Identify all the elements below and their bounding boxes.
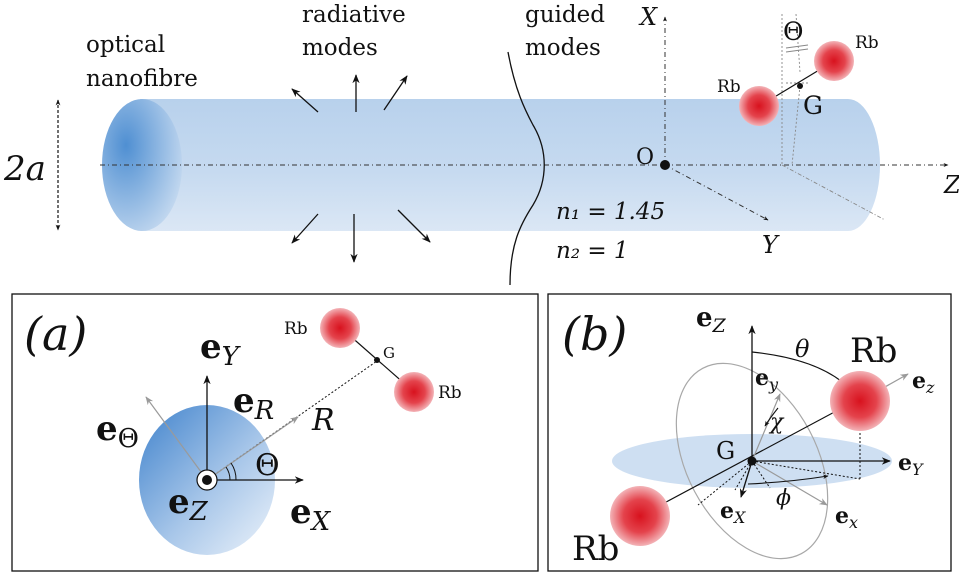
panel-a-eTheta-arrow [145,396,208,481]
label-n1: n₁ = 1.45 [556,199,665,225]
rb-atom-top-right [814,41,854,81]
label-nanofibre-2: nanofibre [86,66,198,92]
panel-a-angle-arc [225,466,231,481]
panel-b-ex: ex [835,503,858,532]
label-axis-z: Z [943,171,959,199]
label-nanofibre-1: optical [86,32,165,58]
rb-atom-b-1 [830,371,890,431]
panel-b-phi-arc [747,474,829,485]
panel-b-chi: χ [768,410,785,435]
label-n2: n₂ = 1 [556,238,629,264]
panel-b-ey: ey [755,365,779,394]
rb-atom-top-left [739,86,779,126]
panel-b-eX: eX [720,498,746,527]
rb-atom-b-2 [610,486,670,546]
panel-a-theta: Θ [255,448,280,483]
panel-a-eTheta: eΘ [96,409,139,454]
panel-a-R: R [311,403,335,438]
panel-b-frame [547,293,952,572]
label-origin: O [636,145,654,170]
label-guided-2: modes [525,35,601,61]
label-rb-top-right: Rb [855,33,879,53]
radiative-mode-arrows [291,74,431,263]
panel-a-eR-arrow [206,416,299,481]
panel-a-center-of-mass [374,357,380,363]
panel-b-eY: eY [898,450,924,479]
panel-a-eZ-dot [202,475,212,485]
panel-a-tag: (a) [24,307,87,361]
panel-a-eY: eY [200,327,242,372]
label-rb-top-left: Rb [717,77,741,97]
panel-b-ez: ez [912,368,935,397]
panel-a-frame [11,293,539,572]
panel-b-theta: θ [795,335,810,363]
origin-point [660,160,670,170]
panel-a: (a) Rb Rb G eY eR eΘ eZ eX R Θ [11,293,539,572]
panel-b-g: G [716,437,735,465]
label-radiative-2: modes [302,35,378,61]
panel-b-chi-arc [764,407,779,427]
label-angle-top: Θ [783,17,804,46]
label-center-top: G [803,91,823,120]
center-of-mass-top [797,83,803,89]
panel-a-angle-arc-2 [230,462,237,481]
fibre-end-face [102,99,182,231]
panel-b-rb-2: Rb [572,529,619,569]
panel-a-eZ: eZ [168,482,209,527]
label-axis-y: Y [762,231,780,259]
panel-b-bond [639,400,856,517]
panel-b-eZ: eZ [696,303,727,337]
panel-b-phi: ϕ [776,486,791,511]
rb-atom-a-2 [394,372,434,412]
panel-b-center-of-mass [747,456,757,466]
panel-b-eX-arrow [739,460,753,498]
panel-b-ex-arrow [751,460,828,506]
panel-b-rb-1: Rb [850,331,897,371]
panel-b-ey-arrow [751,393,781,462]
guided-mode-profile [507,51,545,286]
panel-a-rb-1: Rb [284,319,308,339]
panel-a-rb-2: Rb [438,383,462,403]
panel-a-g: G [383,344,395,362]
panel-a-eR: eR [233,381,274,426]
panel-b-tag: (b) [562,307,627,361]
label-radiative-1: radiative [302,2,406,28]
nanofibre-diagram: optical nanofibre radiative modes guided… [3,2,959,286]
panel-a-eX: eX [290,492,332,537]
rb-atom-a-1 [320,308,360,348]
panel-a-R-line [206,360,378,481]
axis-y-top [664,164,769,221]
label-axis-x: X [638,3,658,31]
label-diameter: 2a [3,149,46,189]
panel-b-tilted-circle [675,362,829,560]
panel-b: (b) Rb Rb G eZ ey ez eY eX ex θ χ ϕ [547,293,952,572]
label-guided-1: guided [525,2,605,28]
